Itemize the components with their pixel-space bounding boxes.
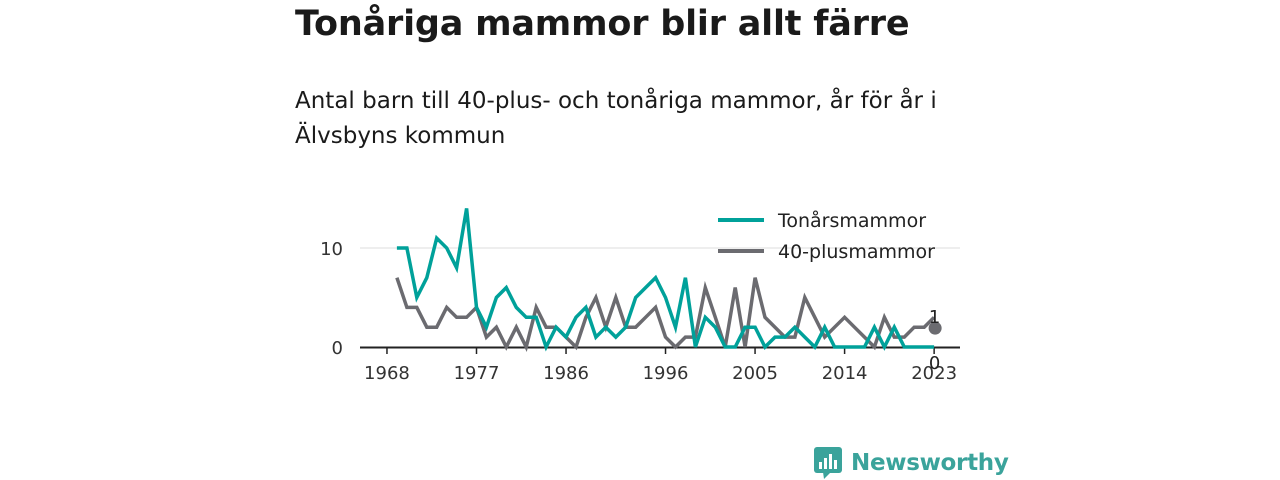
x-tick-label: 2023 (911, 363, 957, 384)
x-tick-label: 2005 (732, 363, 778, 384)
end-point-40-plusmammor (928, 321, 942, 335)
legend-label-40-plusmammor: 40-plusmammor (778, 241, 935, 263)
x-tick-label: 1968 (364, 363, 410, 384)
newsworthy-logo-icon (814, 447, 842, 479)
series-line-40-plusmammor (395, 277, 936, 352)
x-tick-label: 1996 (643, 363, 689, 384)
series-line-Tonårsmammor (396, 208, 935, 352)
x-tick-label: 2014 (822, 363, 868, 384)
end-label-40-plusmammor: 1 (929, 307, 940, 328)
chart-subtitle: Antal barn till 40-plus- och tonåriga ma… (295, 88, 937, 149)
x-tick-label: 1986 (543, 363, 589, 384)
y-tick-label: 0 (332, 338, 343, 359)
newsworthy-logo[interactable]: Newsworthy (814, 446, 1009, 480)
brand-name: Newsworthy (851, 450, 1009, 476)
x-tick-label: 1977 (454, 363, 500, 384)
y-tick-label: 10 (320, 239, 343, 260)
legend: Tonårsmammor 40-plusmammor (718, 209, 935, 263)
data-series (395, 208, 936, 352)
end-label-Tonårsmammor: 0 (929, 353, 940, 374)
chart-title: Tonåriga mammor blir allt färre (295, 4, 910, 44)
end-labels: 10 (928, 307, 942, 374)
legend-label-Tonårsmammor: Tonårsmammor (777, 209, 926, 232)
